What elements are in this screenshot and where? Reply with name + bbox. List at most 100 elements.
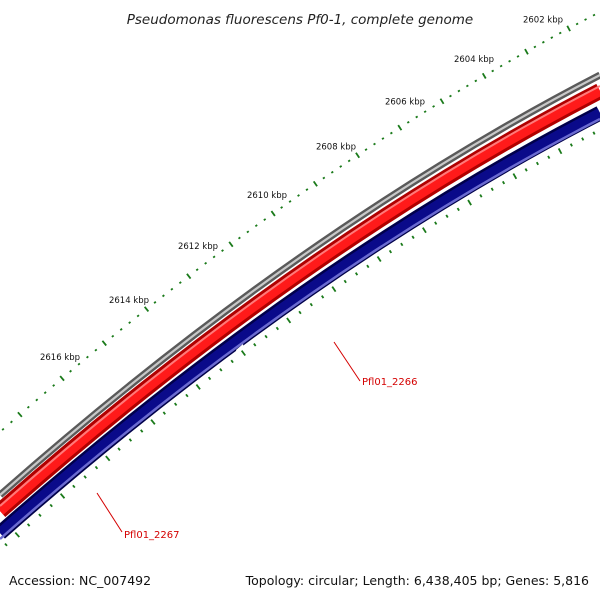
minor-tick bbox=[195, 268, 199, 272]
gene-boundary-pfl01-2266 bbox=[236, 344, 246, 364]
major-tick bbox=[270, 210, 276, 217]
ruler-label-2612: 2612 kbp bbox=[178, 242, 218, 252]
inner-tick bbox=[162, 411, 166, 415]
major-tick bbox=[59, 375, 65, 382]
inner-tick bbox=[185, 393, 189, 398]
inner-tick bbox=[309, 302, 313, 307]
minor-tick bbox=[449, 94, 452, 98]
inner-tick bbox=[547, 155, 551, 160]
minor-tick bbox=[1, 427, 5, 431]
minor-tick bbox=[237, 236, 241, 240]
inner-tick bbox=[512, 173, 518, 180]
major-tick bbox=[566, 25, 571, 32]
ruler-labels: 2602 kbp 2604 kbp 2606 kbp 2608 kbp 2610… bbox=[40, 15, 563, 363]
inner-tick bbox=[286, 317, 292, 324]
ruler-label-2604: 2604 kbp bbox=[454, 55, 494, 65]
minor-tick bbox=[322, 176, 326, 180]
minor-tick bbox=[415, 115, 419, 119]
inner-tick bbox=[298, 310, 302, 315]
inner-tick bbox=[456, 207, 460, 212]
minor-tick bbox=[533, 45, 537, 49]
minor-tick bbox=[212, 255, 216, 259]
inner-tick bbox=[422, 227, 427, 234]
inner-tick bbox=[388, 249, 393, 254]
minor-tick bbox=[263, 218, 267, 221]
major-tick bbox=[186, 273, 192, 280]
inner-tick bbox=[26, 523, 31, 527]
minor-tick bbox=[575, 22, 579, 26]
minor-tick bbox=[170, 287, 174, 291]
inner-tick bbox=[72, 484, 76, 489]
inner-tick bbox=[502, 180, 506, 185]
major-tick bbox=[355, 152, 361, 159]
major-tick bbox=[143, 306, 150, 313]
minor-tick bbox=[491, 69, 495, 73]
inner-tick bbox=[140, 429, 144, 433]
inner-tick bbox=[94, 465, 99, 470]
inner-tick bbox=[264, 334, 268, 339]
gene-label-text: Pfl01_2267 bbox=[124, 530, 180, 541]
minor-tick bbox=[558, 31, 562, 35]
inner-tick bbox=[230, 359, 234, 364]
minor-tick bbox=[297, 194, 300, 197]
minor-tick bbox=[516, 55, 520, 58]
minor-tick bbox=[43, 391, 47, 395]
minor-tick bbox=[254, 224, 258, 228]
minor-tick bbox=[26, 405, 30, 409]
ruler-label-2614: 2614 kbp bbox=[109, 296, 149, 306]
minor-tick bbox=[178, 281, 182, 285]
minor-tick bbox=[10, 420, 13, 424]
minor-tick bbox=[432, 105, 435, 108]
ruler-label-2602: 2602 kbp bbox=[523, 15, 563, 25]
minor-tick bbox=[35, 398, 39, 402]
inner-tick bbox=[14, 531, 20, 538]
inner-tick bbox=[331, 286, 337, 293]
minor-tick bbox=[508, 59, 511, 63]
minor-tick bbox=[305, 188, 309, 192]
minor-tick bbox=[94, 348, 98, 352]
gene-boundary-upstream bbox=[379, 249, 390, 267]
minor-tick bbox=[373, 142, 376, 146]
inner-tick bbox=[581, 137, 585, 141]
minor-tick bbox=[288, 200, 292, 203]
minor-tick bbox=[389, 131, 393, 135]
genome-summary-text: Topology: circular; Length: 6,438,405 bp… bbox=[245, 573, 589, 588]
gene-label-pfl01-2267[interactable]: Pfl01_2267 bbox=[96, 492, 180, 541]
inner-tick-track bbox=[4, 131, 596, 547]
inner-tick bbox=[434, 221, 438, 225]
inner-tick bbox=[59, 493, 66, 499]
inner-tick bbox=[557, 148, 563, 155]
major-tick bbox=[101, 340, 107, 347]
minor-tick bbox=[541, 40, 545, 44]
ruler-label-2606: 2606 kbp bbox=[385, 97, 425, 107]
ruler-label-2608: 2608 kbp bbox=[316, 143, 356, 153]
gene-label-pfl01-2266[interactable]: Pfl01_2266 bbox=[333, 341, 418, 388]
major-tick bbox=[481, 72, 487, 79]
inner-tick bbox=[128, 438, 133, 442]
major-tick bbox=[312, 180, 318, 187]
major-tick bbox=[228, 241, 234, 248]
inner-tick bbox=[376, 256, 382, 263]
inner-tick bbox=[207, 376, 212, 381]
inner-tick bbox=[411, 235, 415, 240]
minor-tick bbox=[69, 369, 72, 373]
inner-tick bbox=[38, 513, 42, 517]
inner-tick bbox=[105, 455, 111, 462]
inner-tick bbox=[569, 143, 573, 147]
minor-tick bbox=[406, 120, 410, 124]
minor-tick bbox=[52, 384, 56, 387]
ruler-label-2616: 2616 kbp bbox=[40, 353, 80, 363]
inner-tick bbox=[343, 279, 347, 284]
major-tick bbox=[524, 48, 529, 55]
inner-tick bbox=[321, 295, 325, 299]
minor-tick bbox=[457, 89, 461, 93]
inner-tick bbox=[366, 264, 370, 269]
minor-tick bbox=[339, 165, 343, 168]
ruler-label-2610: 2610 kbp bbox=[247, 191, 287, 201]
inner-tick bbox=[467, 199, 472, 206]
minor-tick bbox=[347, 159, 351, 163]
minor-tick bbox=[119, 328, 123, 331]
minor-tick bbox=[136, 314, 140, 318]
minor-tick bbox=[381, 137, 385, 140]
